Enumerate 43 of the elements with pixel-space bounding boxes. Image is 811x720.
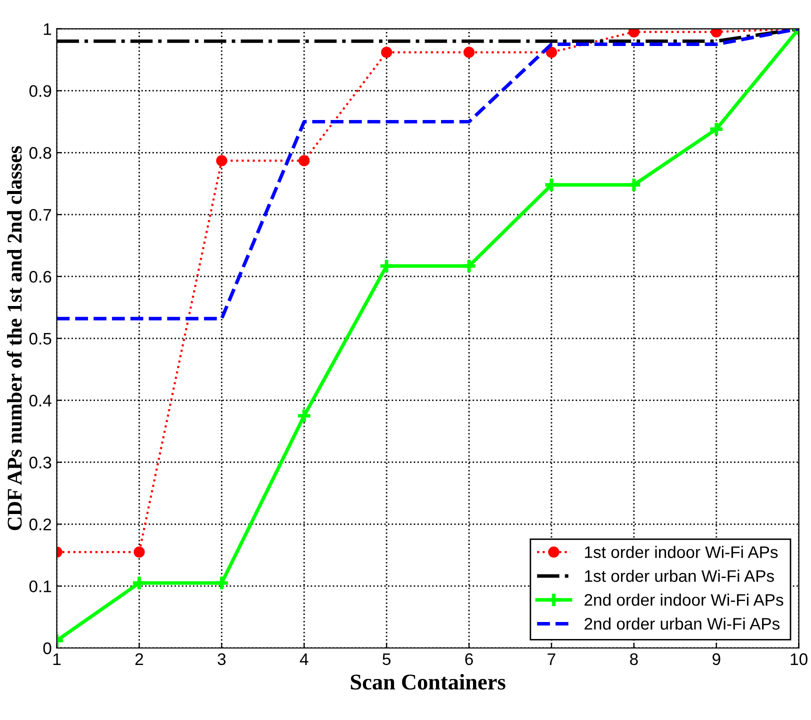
legend-label: 1st order urban Wi-Fi APs <box>585 570 774 582</box>
point <box>461 258 478 274</box>
y-tick-label: 0.5 <box>29 332 52 345</box>
x-tick-label: 10 <box>790 653 808 666</box>
y-tick-label: 0.3 <box>29 456 52 468</box>
legend-label: 2nd order urban Wi-Fi APs <box>584 617 780 630</box>
point <box>710 28 722 38</box>
y-tick-label: 1 <box>44 23 52 35</box>
point <box>134 546 145 558</box>
point <box>463 46 475 58</box>
x-tick-label: 9 <box>712 653 720 666</box>
y-tick-label: 0.2 <box>29 518 52 530</box>
x-tick-label: 2 <box>135 653 144 665</box>
y-tick-label: 0.1 <box>29 580 52 592</box>
x-axis-title: Scan Containers <box>350 674 506 690</box>
y-axis-title: CDF APs number of the 1st and 2nd classes <box>6 146 22 530</box>
x-tick-label: 8 <box>630 653 638 666</box>
point <box>546 46 558 58</box>
y-tick-label: 0.6 <box>29 270 52 283</box>
x-tick-label: 5 <box>382 653 391 666</box>
point <box>626 176 642 193</box>
point <box>708 121 724 138</box>
x-tick-label: 6 <box>465 653 473 666</box>
x-tick-label: 1 <box>53 653 61 665</box>
x-tick-label: 3 <box>218 653 226 666</box>
point <box>381 46 392 58</box>
point <box>628 28 640 38</box>
x-tick-label: 7 <box>548 653 556 665</box>
y-tick-label: 0.9 <box>29 85 52 97</box>
point <box>214 575 230 591</box>
point <box>216 155 228 166</box>
y-tick-label: 0.7 <box>29 208 52 221</box>
point <box>298 155 310 166</box>
legend-label: 2nd order indoor Wi-Fi APs <box>584 594 784 606</box>
point <box>131 575 148 591</box>
y-tick-label: 0.4 <box>29 394 52 407</box>
point <box>543 176 560 193</box>
y-tick-label: 0.8 <box>29 147 52 159</box>
legend-label: 1st order indoor Wi-Fi APs <box>585 546 778 558</box>
point <box>296 408 312 424</box>
point <box>378 258 395 274</box>
x-tick-label: 4 <box>300 653 308 665</box>
y-tick-label: 0 <box>43 642 52 654</box>
